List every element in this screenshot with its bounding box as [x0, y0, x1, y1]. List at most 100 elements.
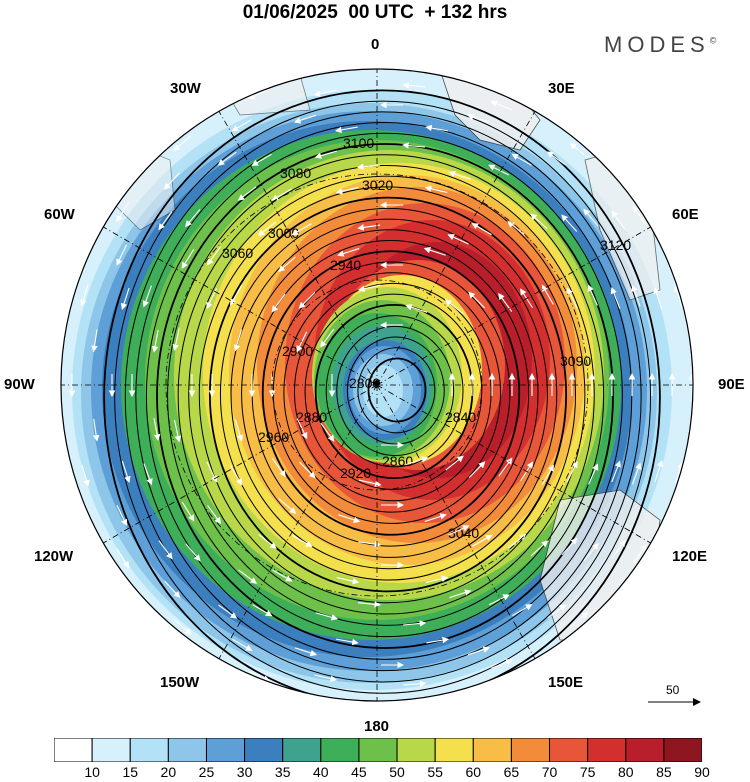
wind-arrow [271, 188, 292, 201]
wind-arrow [258, 534, 277, 549]
wind-arrow [314, 150, 338, 159]
wind-arrow [423, 247, 446, 256]
wind-arrow [488, 594, 510, 606]
wind-arrow [512, 604, 533, 617]
wind-arrow [271, 293, 286, 313]
wind-arrow [252, 604, 273, 617]
colorbar-tick-label: 65 [503, 764, 520, 780]
wind-arrow [472, 534, 493, 547]
wind-arrow [163, 172, 180, 190]
wind-arrow [541, 284, 554, 305]
pole-marker [374, 380, 380, 386]
wind-arrow [296, 418, 308, 440]
wind-scale-arrow [648, 698, 701, 706]
contour-line [241, 229, 539, 558]
wind-arrow [296, 331, 308, 353]
contour-label: 3090 [560, 353, 591, 369]
contour-line [304, 293, 483, 490]
meridian-line [218, 111, 378, 386]
contour-label: 2960 [258, 429, 289, 445]
wind-arrow [158, 211, 173, 231]
contour-line [230, 218, 548, 570]
wind-arrow [491, 659, 513, 669]
wind-arrow [314, 674, 338, 682]
contour-line [135, 122, 633, 672]
wind-arrow [181, 501, 195, 522]
wind-arrow [234, 419, 244, 442]
meridian-line [376, 384, 536, 659]
colorbar-tick-label: 55 [427, 764, 443, 780]
wind-arrow [449, 589, 472, 599]
wind-arrow [546, 151, 566, 166]
wind-arrow [448, 525, 470, 536]
wind-arrow [530, 213, 548, 230]
colorbar-tick-label: 30 [236, 764, 253, 780]
wind-speed-field: 3100308030203060300029402960292029002880… [61, 69, 702, 701]
wind-arrow [569, 142, 588, 158]
wind-arrow [406, 456, 429, 466]
wind-arrow [116, 505, 128, 527]
contour-line [357, 347, 436, 434]
contour-label: 3040 [448, 525, 479, 541]
contour-line [283, 272, 502, 513]
wind-arrow [217, 151, 237, 166]
wind-arrow [181, 249, 195, 269]
contour-label: 2920 [340, 465, 371, 481]
wind-arrow [425, 69, 449, 71]
contour-line [114, 100, 651, 694]
wind-arrow [315, 612, 338, 621]
wind-arrow [653, 286, 663, 310]
wind-arrow [173, 619, 192, 635]
meridian-line [376, 384, 651, 544]
wind-arrow [116, 548, 130, 569]
wind-arrow [153, 418, 161, 441]
colorbar-swatch [358, 738, 398, 762]
colorbar-swatch [549, 738, 589, 762]
wind-arrow [173, 419, 182, 443]
wind-arrow [490, 100, 513, 111]
wind-arrow [334, 126, 358, 134]
contour-label: 2940 [330, 257, 361, 273]
meridian-line [376, 226, 651, 386]
contour-line [293, 282, 492, 502]
polar-map: 3100308030203060300029402960292029002880… [60, 68, 702, 702]
colorbar-tick-label: 35 [274, 764, 291, 780]
lon-label-30w: 30W [170, 80, 201, 97]
wind-arrow [358, 601, 382, 608]
wind-arrow [320, 422, 335, 442]
wind-vectors [68, 69, 702, 701]
wind-arrow [424, 513, 447, 523]
wind-arrow [92, 418, 100, 442]
contour-label: 3120 [600, 237, 631, 253]
wind-arrow [402, 82, 426, 89]
colorbar-swatch [472, 738, 512, 762]
wind-arrow [583, 542, 599, 561]
wind-arrow [291, 223, 312, 236]
lon-label-30e: 30E [548, 80, 575, 97]
colorbar-tick-label: 50 [389, 764, 405, 780]
wind-arrow [583, 208, 599, 227]
wind-arrow [566, 287, 578, 309]
colorbar-swatch [434, 738, 474, 762]
wind-arrow [696, 284, 702, 305]
wind-arrow [336, 577, 360, 585]
wind-arrow [337, 247, 360, 257]
wind-arrow [298, 461, 316, 479]
map-border [60, 68, 694, 702]
wind-arrow [172, 328, 180, 352]
colorbar-tick-label: 70 [541, 764, 558, 780]
wind-arrow [468, 291, 486, 309]
colorbar-tick-label: 10 [84, 764, 100, 780]
wind-arrow [335, 638, 359, 646]
wind-arrow [232, 638, 253, 651]
lon-label-90e: 90E [718, 376, 745, 393]
colorbar-swatch [244, 738, 284, 762]
wind-arrow [471, 223, 492, 236]
wind-arrow [338, 514, 361, 523]
wind-arrow [467, 646, 491, 656]
colorbar-swatch [91, 738, 131, 762]
lon-label-120w: 120W [34, 548, 74, 565]
wind-arrow [116, 244, 127, 266]
wind-arrow [566, 460, 578, 482]
colorbar-swatch [167, 738, 207, 762]
